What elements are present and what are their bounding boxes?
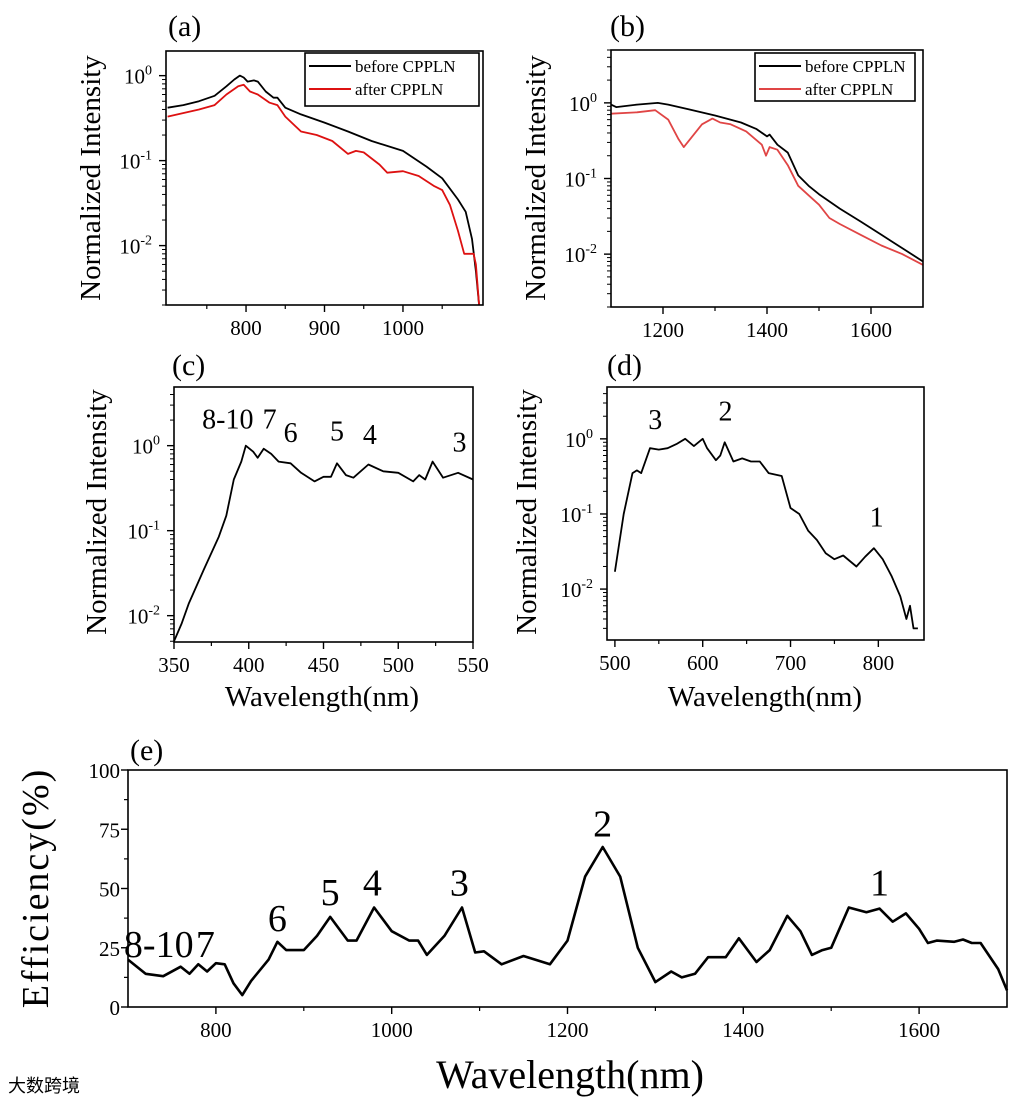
y-tick-label: 100 (132, 434, 160, 459)
series-line-before-cppln (610, 102, 924, 263)
x-tick-label: 1600 (850, 318, 892, 342)
legend-label: before CPPLN (805, 57, 906, 76)
peak-label: 8-10 (124, 924, 194, 966)
x-tick-label: 500 (383, 653, 415, 677)
peak-label: 2 (593, 803, 612, 845)
x-tick-label: 1400 (746, 318, 788, 342)
panel-label: (a) (168, 10, 201, 43)
peak-label: 4 (363, 420, 377, 451)
series-line-after-cppln (610, 109, 924, 266)
panel-a: (a) 800 900 1000 10-2 10-1 100 Normalized Inten… (75, 10, 484, 340)
y-tick-label: 10-1 (127, 519, 160, 544)
y-tick-label: 10-2 (560, 577, 593, 602)
y-tick-label: 100 (569, 91, 597, 116)
y-tick-label: 10-2 (564, 242, 597, 267)
y-tick-label: 25 (99, 937, 120, 961)
x-tick-label: 800 (863, 651, 895, 675)
x-axis-label: Wavelength(nm) (225, 681, 419, 713)
y-axis-label: Normalized Intensity (81, 389, 113, 635)
peak-label: 2 (719, 397, 733, 428)
series-line-after-cppln (167, 83, 480, 306)
peak-label: 4 (363, 863, 382, 905)
peak-label: 7 (196, 924, 215, 966)
x-tick-label: 900 (309, 316, 341, 340)
legend: before CPPLN after CPPLN (304, 52, 480, 107)
peak-label: 5 (321, 872, 340, 914)
y-tick-label: 75 (99, 818, 120, 842)
y-tick-label: 0 (110, 996, 121, 1020)
peak-label: 3 (453, 428, 467, 459)
x-tick-label: 700 (775, 651, 807, 675)
y-tick-label: 10-1 (119, 149, 152, 174)
y-tick-label: 100 (89, 759, 121, 783)
x-tick-label: 800 (200, 1018, 232, 1042)
panel-label: (c) (172, 349, 205, 382)
peak-label: 3 (648, 405, 662, 436)
peak-label: 7 (263, 404, 277, 435)
x-tick-label: 1600 (898, 1018, 940, 1042)
y-axis-label: Normalized Intensity (511, 389, 543, 635)
legend-label: after CPPLN (355, 80, 443, 99)
x-axis-label: Wavelength(nm) (436, 1052, 704, 1097)
y-tick-label: 100 (565, 427, 593, 452)
series-line-before-cppln (167, 74, 480, 306)
panel-label: (d) (607, 349, 642, 382)
x-tick-label: 1400 (722, 1018, 764, 1042)
peak-label: 1 (870, 863, 889, 905)
y-axis-label: Normalized Intensity (520, 55, 552, 301)
x-axis-label: Wavelength(nm) (668, 681, 862, 713)
y-tick-label: 100 (124, 64, 152, 89)
peak-label: 8-10 (202, 404, 253, 435)
watermark: 大数跨境 (8, 1076, 80, 1097)
legend-label: before CPPLN (355, 57, 456, 76)
x-tick-label: 600 (687, 651, 719, 675)
series-line-efficiency (127, 845, 1009, 997)
peak-label: 6 (268, 898, 287, 940)
legend-label: after CPPLN (805, 80, 893, 99)
series-line-spectrum (614, 437, 918, 630)
legend-box (304, 52, 480, 107)
y-tick-label: 50 (99, 878, 120, 902)
series-line-spectrum (173, 444, 474, 642)
x-tick-label: 800 (230, 316, 262, 340)
y-axis-label: Normalized Intensity (75, 55, 107, 301)
y-tick-label: 10-2 (127, 604, 160, 629)
panel-e: (e)800 1000 1200 1400 16000255075100Efficien… (15, 734, 1009, 1097)
peak-label: 5 (330, 417, 344, 448)
panel-d: (d) 500 600 700 800 10-2 10-1 100 Normalized Int… (511, 349, 925, 713)
legend-box (754, 52, 916, 102)
panel-b: (b) 1200 1400 1600 10-2 10-1 100 Normalized Int… (520, 10, 924, 342)
peak-label: 1 (870, 503, 884, 534)
x-tick-label: 350 (158, 653, 190, 677)
x-tick-label: 1000 (382, 316, 424, 340)
panel-c: (c) 350 400 450 500 550 10-2 10-1 100 Normalized … (81, 349, 489, 713)
x-tick-label: 550 (457, 653, 489, 677)
panel-label: (e) (130, 734, 163, 767)
y-tick-label: 10-1 (564, 167, 597, 192)
peak-label: 3 (450, 863, 469, 905)
y-tick-label: 10-2 (119, 234, 152, 259)
x-tick-label: 450 (308, 653, 340, 677)
peak-label: 6 (284, 418, 298, 449)
panel-label: (b) (610, 10, 645, 43)
legend: before CPPLN after CPPLN (754, 52, 916, 102)
x-tick-label: 1200 (547, 1018, 589, 1042)
x-tick-label: 500 (599, 651, 631, 675)
x-tick-label: 1000 (371, 1018, 413, 1042)
y-axis-label: Efficiency(%) (15, 768, 57, 1009)
y-tick-label: 10-1 (560, 502, 593, 527)
x-tick-label: 1200 (642, 318, 684, 342)
x-tick-label: 400 (233, 653, 265, 677)
